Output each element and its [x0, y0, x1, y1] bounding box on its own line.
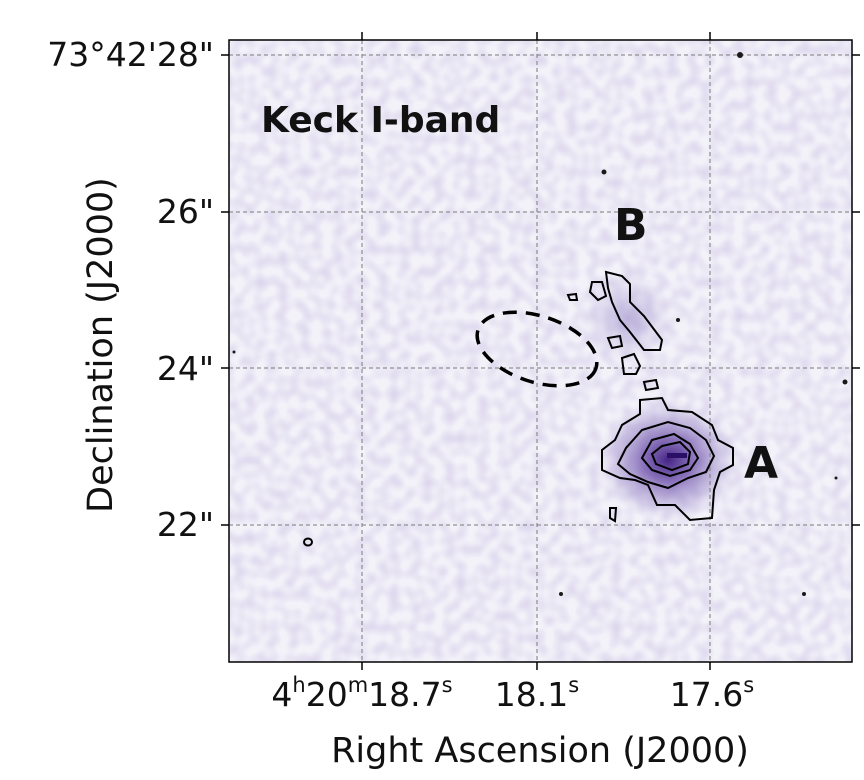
source-b-contours	[566, 270, 664, 392]
x-axis-label: Right Ascension (J2000)	[331, 731, 749, 771]
dec-tick-label: 26"	[157, 192, 214, 231]
band-label: Keck I-band	[261, 100, 500, 141]
image-panel	[229, 40, 852, 662]
source-a-label: A	[744, 438, 778, 489]
source-b-label: B	[614, 200, 648, 251]
source-a-emission	[596, 398, 740, 522]
ra-tick-label: 4h20m18.7s	[271, 673, 452, 714]
plot-frame	[228, 39, 853, 663]
tick-marks	[221, 32, 860, 670]
field-points	[232, 52, 848, 596]
ra-tick-label: 18.1s	[495, 673, 579, 714]
dashed-beam-ellipse	[475, 310, 599, 388]
source-b-emission	[580, 268, 676, 368]
ra-tick-label: 17.6s	[670, 673, 754, 714]
dec-tick-label: 22"	[157, 505, 214, 544]
coordinate-grid	[229, 40, 852, 662]
dec-tick-label: 73°42'28"	[47, 35, 214, 74]
y-axis-label: Declination (J2000)	[81, 177, 121, 513]
source-a-core	[667, 453, 687, 458]
sky-noise	[229, 40, 852, 662]
dec-tick-label: 24"	[157, 349, 214, 388]
source-a-contours	[601, 396, 734, 523]
